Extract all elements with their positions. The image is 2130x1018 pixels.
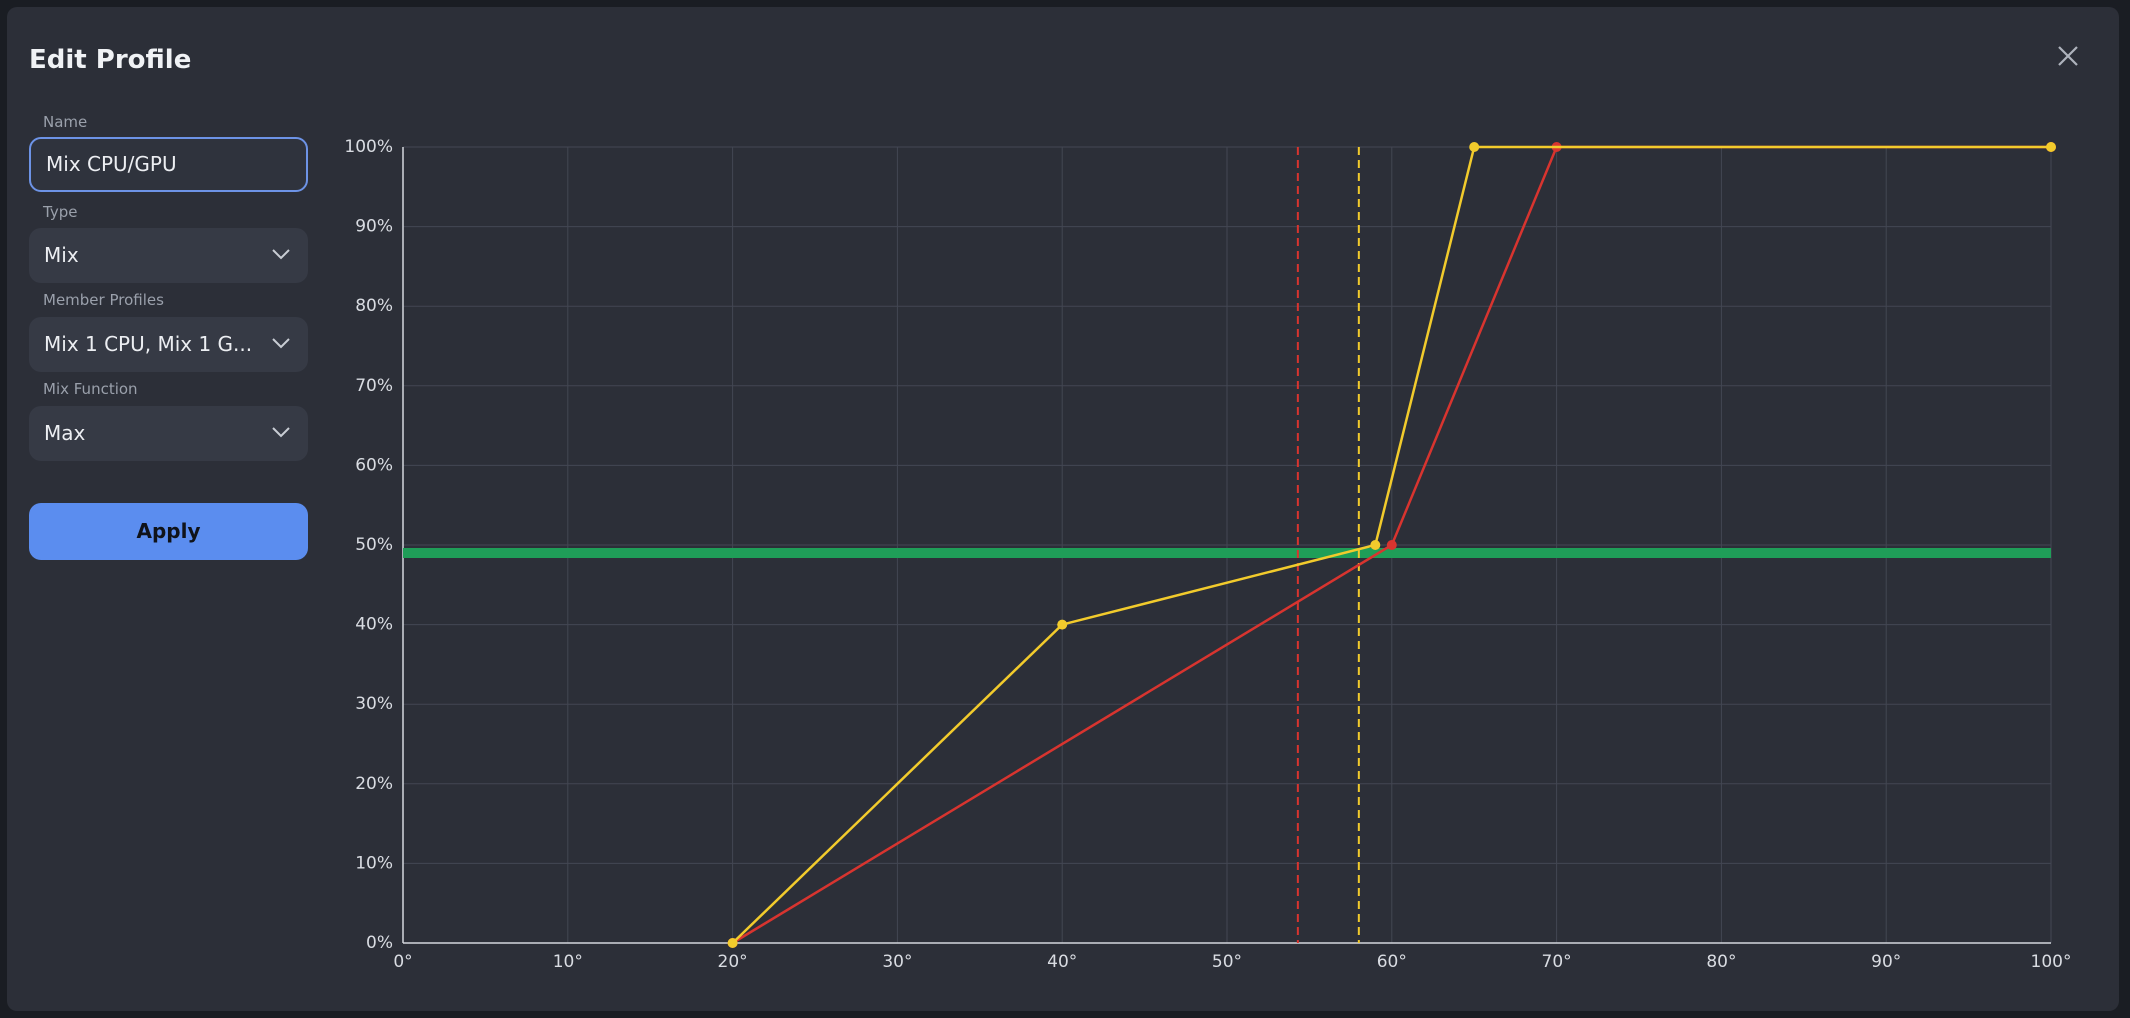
y-tick-label: 30% xyxy=(355,694,393,714)
field-label: Name xyxy=(43,113,88,131)
members-select[interactable]: Mix 1 CPU, Mix 1 G... xyxy=(29,317,308,372)
y-tick-label: 100% xyxy=(344,137,393,157)
x-tick-label: 10° xyxy=(553,952,583,972)
y-tick-label: 90% xyxy=(355,217,393,237)
x-tick-label: 80° xyxy=(1706,952,1736,972)
close-button[interactable] xyxy=(2057,45,2079,67)
y-tick-label: 40% xyxy=(355,615,393,635)
select-value: Max xyxy=(44,421,86,445)
y-tick-label: 10% xyxy=(355,853,393,873)
x-tick-label: 0° xyxy=(393,952,412,972)
select-value: Mix xyxy=(44,243,79,267)
y-tick-label: 80% xyxy=(355,296,393,316)
x-tick-label: 100° xyxy=(2031,952,2072,972)
field-label: Type xyxy=(43,203,78,221)
mix-function-select[interactable]: Max xyxy=(29,406,308,461)
y-tick-label: 20% xyxy=(355,774,393,794)
curve-point xyxy=(1370,540,1381,550)
x-tick-label: 50° xyxy=(1212,952,1242,972)
edit-profile-dialog: Edit Profile Name Mix CPU/GPU Type Mix M… xyxy=(7,7,2119,1011)
dialog-title: Edit Profile xyxy=(29,45,192,75)
x-tick-label: 70° xyxy=(1542,952,1572,972)
y-tick-label: 60% xyxy=(355,455,393,475)
curve-point xyxy=(727,938,738,948)
chevron xyxy=(272,427,290,438)
input-value: Mix CPU/GPU xyxy=(46,152,177,176)
field-label: Mix Function xyxy=(43,380,138,398)
apply-button[interactable]: Apply xyxy=(29,503,308,560)
x-tick-label: 60° xyxy=(1377,952,1407,972)
y-tick-label: 50% xyxy=(355,535,393,555)
select-value: Mix 1 CPU, Mix 1 G... xyxy=(44,332,253,356)
x-tick-label: 40° xyxy=(1047,952,1077,972)
fan-curve-chart: 0% 10% 20% 30% 40% 50% 60% 70% 80% 90% 100% 0° 10° 20… xyxy=(344,137,2072,972)
x-tick-label: 30° xyxy=(882,952,912,972)
chevron xyxy=(272,249,290,260)
y-tick-label: 0% xyxy=(366,933,393,953)
y-tick-label: 70% xyxy=(355,376,393,396)
x-tick-label: 20° xyxy=(718,952,748,972)
curve-point xyxy=(1469,142,1480,152)
curve-point xyxy=(1057,619,1068,630)
type-select[interactable]: Mix xyxy=(29,228,308,283)
x-tick-label: 90° xyxy=(1871,952,1901,972)
chevron xyxy=(272,338,290,349)
curve-point xyxy=(1386,540,1397,550)
field-label: Member Profiles xyxy=(43,291,164,309)
name-input[interactable]: Mix CPU/GPU xyxy=(29,137,308,192)
curve-point xyxy=(2046,142,2056,152)
